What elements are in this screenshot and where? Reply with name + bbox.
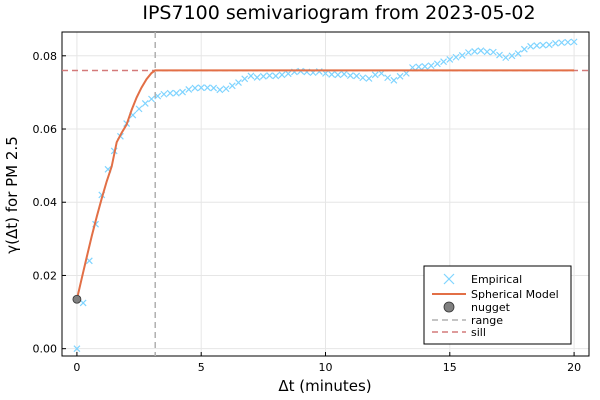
empirical-point xyxy=(365,75,373,82)
empirical-point xyxy=(247,72,255,80)
empirical-point xyxy=(552,39,559,47)
y-tick-label: 0.00 xyxy=(33,343,58,356)
empirical-point xyxy=(384,74,392,82)
x-tick-label: 15 xyxy=(443,361,457,374)
empirical-point xyxy=(79,299,87,307)
x-tick-label: 0 xyxy=(73,361,80,374)
empirical-point xyxy=(141,99,149,107)
empirical-point xyxy=(166,89,174,97)
empirical-point xyxy=(539,41,547,49)
empirical-point xyxy=(253,73,261,81)
empirical-point xyxy=(278,71,286,79)
empirical-point xyxy=(483,48,491,56)
y-tick-label: 0.04 xyxy=(33,196,58,209)
empirical-point xyxy=(371,71,379,79)
y-axis-ticks: 0.00 0.02 0.04 0.06 0.08 xyxy=(33,50,66,356)
empirical-point xyxy=(452,53,460,61)
y-axis-label: γ(Δt) for PM 2.5 xyxy=(3,136,21,254)
legend-item-sill: sill xyxy=(432,326,486,339)
empirical-point xyxy=(433,60,441,68)
empirical-point xyxy=(340,70,348,78)
empirical-point xyxy=(135,105,143,113)
y-tick-label: 0.02 xyxy=(33,269,58,282)
legend-swatch-empirical xyxy=(443,273,455,285)
empirical-point xyxy=(520,45,528,53)
empirical-point xyxy=(396,72,404,80)
empirical-point xyxy=(489,48,497,56)
empirical-point xyxy=(210,84,218,92)
plot-area xyxy=(62,32,589,356)
empirical-point xyxy=(241,75,249,83)
legend-label-sill: sill xyxy=(471,326,486,339)
empirical-point xyxy=(266,72,273,79)
nugget-point xyxy=(72,294,82,304)
legend-label-spherical-model: Spherical Model xyxy=(471,288,559,301)
empirical-point xyxy=(545,41,553,49)
x-axis-ticks: 0 5 10 15 20 xyxy=(73,352,581,374)
legend-item-empirical: Empirical xyxy=(443,273,522,286)
empirical-point xyxy=(502,54,510,62)
empirical-point xyxy=(328,71,336,78)
empirical-point xyxy=(191,84,199,92)
empirical-point xyxy=(160,90,168,98)
grid-lines xyxy=(62,32,589,356)
empirical-point xyxy=(415,63,423,71)
empirical-point xyxy=(477,47,485,55)
legend-label-empirical: Empirical xyxy=(471,273,522,286)
empirical-point xyxy=(222,85,230,93)
x-axis-label: Δt (minutes) xyxy=(278,377,371,395)
empirical-point xyxy=(235,79,242,86)
empirical-point xyxy=(197,84,205,92)
empirical-point xyxy=(508,52,516,60)
empirical-point xyxy=(185,86,193,93)
empirical-point xyxy=(496,51,503,59)
legend-item-nugget: nugget xyxy=(443,301,511,314)
spherical-model-line xyxy=(75,69,575,300)
empirical-point xyxy=(471,47,479,55)
empirical-point xyxy=(172,89,180,97)
empirical-point xyxy=(390,76,398,84)
legend-item-range: range xyxy=(432,314,503,327)
x-tick-label: 5 xyxy=(198,361,205,374)
empirical-point xyxy=(334,71,342,79)
legend-label-nugget: nugget xyxy=(471,301,511,314)
empirical-point xyxy=(346,72,354,79)
y-tick-label: 0.08 xyxy=(33,50,58,63)
empirical-point xyxy=(440,58,448,66)
empirical-point xyxy=(558,39,566,47)
empirical-point xyxy=(465,49,472,56)
x-tick-label: 10 xyxy=(319,361,333,374)
empirical-point xyxy=(564,38,572,46)
empirical-point xyxy=(228,82,236,90)
empirical-point xyxy=(272,72,280,80)
empirical-point xyxy=(427,62,435,70)
chart-title: IPS7100 semivariogram from 2023-05-02 xyxy=(142,2,535,24)
empirical-point xyxy=(446,56,454,63)
empirical-point xyxy=(533,42,541,49)
empirical-point xyxy=(421,62,429,70)
legend-item-spherical-model: Spherical Model xyxy=(432,288,559,301)
empirical-point xyxy=(514,50,522,58)
empirical-point xyxy=(353,72,360,80)
legend-label-range: range xyxy=(471,314,503,327)
empirical-point xyxy=(359,74,367,82)
empirical-point xyxy=(458,52,466,59)
empirical-point xyxy=(73,345,81,353)
empirical-point xyxy=(148,95,155,103)
empirical-point xyxy=(179,88,186,96)
legend: Empirical Spherical Model nugget range s… xyxy=(423,265,572,345)
empirical-point xyxy=(203,84,211,92)
y-tick-label: 0.06 xyxy=(33,123,58,136)
empirical-point xyxy=(527,42,535,50)
empirical-point xyxy=(216,86,224,94)
legend-swatch-nugget xyxy=(443,301,455,313)
empirical-point xyxy=(284,70,292,78)
x-tick-label: 20 xyxy=(567,361,581,374)
empirical-point xyxy=(259,72,267,80)
empirical-point xyxy=(570,38,578,46)
